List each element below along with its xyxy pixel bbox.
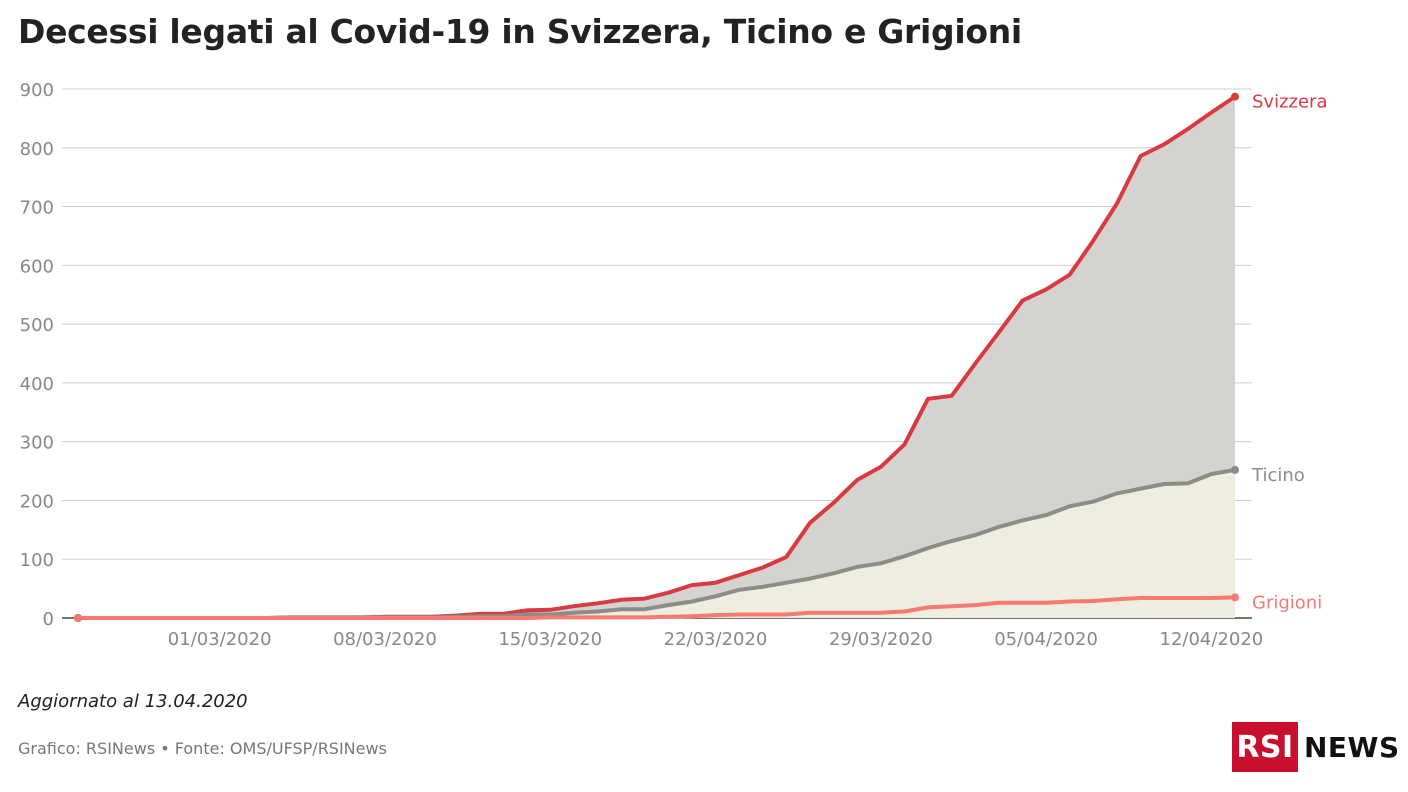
y-tick-label-600: 600 bbox=[20, 256, 54, 277]
y-tick-label-100: 100 bbox=[20, 550, 54, 571]
logo-news-word: NEWS bbox=[1304, 730, 1400, 764]
y-tick-label-800: 800 bbox=[20, 139, 54, 160]
end-point-grigioni bbox=[1231, 593, 1239, 602]
area-svizzera bbox=[78, 96, 1235, 619]
series-labels: Svizzera Ticino Grigioni bbox=[1251, 92, 1327, 614]
end-point-ticino bbox=[1231, 465, 1239, 474]
y-tick-label-400: 400 bbox=[20, 374, 54, 395]
x-tick-label-22-03-2020: 22/03/2020 bbox=[664, 629, 768, 650]
x-tick-label-15-03-2020: 15/03/2020 bbox=[498, 629, 602, 650]
y-tick-label-300: 300 bbox=[20, 433, 54, 454]
end-point-svizzera bbox=[1231, 92, 1239, 101]
source-credits: Grafico: RSINews • Fonte: OMS/UFSP/RSINe… bbox=[18, 739, 387, 758]
series-areas bbox=[78, 96, 1235, 619]
x-tick-label-12-04-2020: 12/04/2020 bbox=[1160, 629, 1264, 650]
x-tick-label-05-04-2020: 05/04/2020 bbox=[994, 629, 1098, 650]
y-tick-label-900: 900 bbox=[20, 80, 54, 101]
y-tick-label-700: 700 bbox=[20, 198, 54, 219]
area-ticino bbox=[78, 469, 1235, 618]
rsi-news-logo: RSI NEWS bbox=[1232, 722, 1400, 772]
y-axis-ticks: 0 100 200 300 400 500 600 700 800 900 bbox=[20, 80, 54, 630]
series-label-grigioni: Grigioni bbox=[1252, 592, 1322, 613]
updated-note: Aggiornato al 13.04.2020 bbox=[18, 691, 248, 712]
x-tick-label-01-03-2020: 01/03/2020 bbox=[168, 629, 272, 650]
x-tick-label-29-03-2020: 29/03/2020 bbox=[829, 629, 933, 650]
series-end-markers bbox=[74, 92, 1239, 622]
y-tick-label-500: 500 bbox=[20, 315, 54, 336]
chart-title: Decessi legati al Covid-19 in Svizzera, … bbox=[18, 12, 1022, 51]
x-tick-label-08-03-2020: 08/03/2020 bbox=[333, 629, 437, 650]
start-point-grigioni bbox=[74, 614, 82, 622]
y-tick-label-0: 0 bbox=[43, 609, 54, 630]
y-tick-label-200: 200 bbox=[20, 491, 54, 512]
line-grigioni bbox=[76, 595, 1237, 620]
series-label-svizzera: Svizzera bbox=[1252, 92, 1327, 113]
x-axis-ticks: 01/03/2020 08/03/2020 15/03/2020 22/03/2020… bbox=[168, 629, 1263, 650]
series-label-ticino: Ticino bbox=[1251, 465, 1305, 486]
series-lines bbox=[76, 94, 1237, 620]
logo-rsi-mark: RSI bbox=[1232, 722, 1298, 772]
